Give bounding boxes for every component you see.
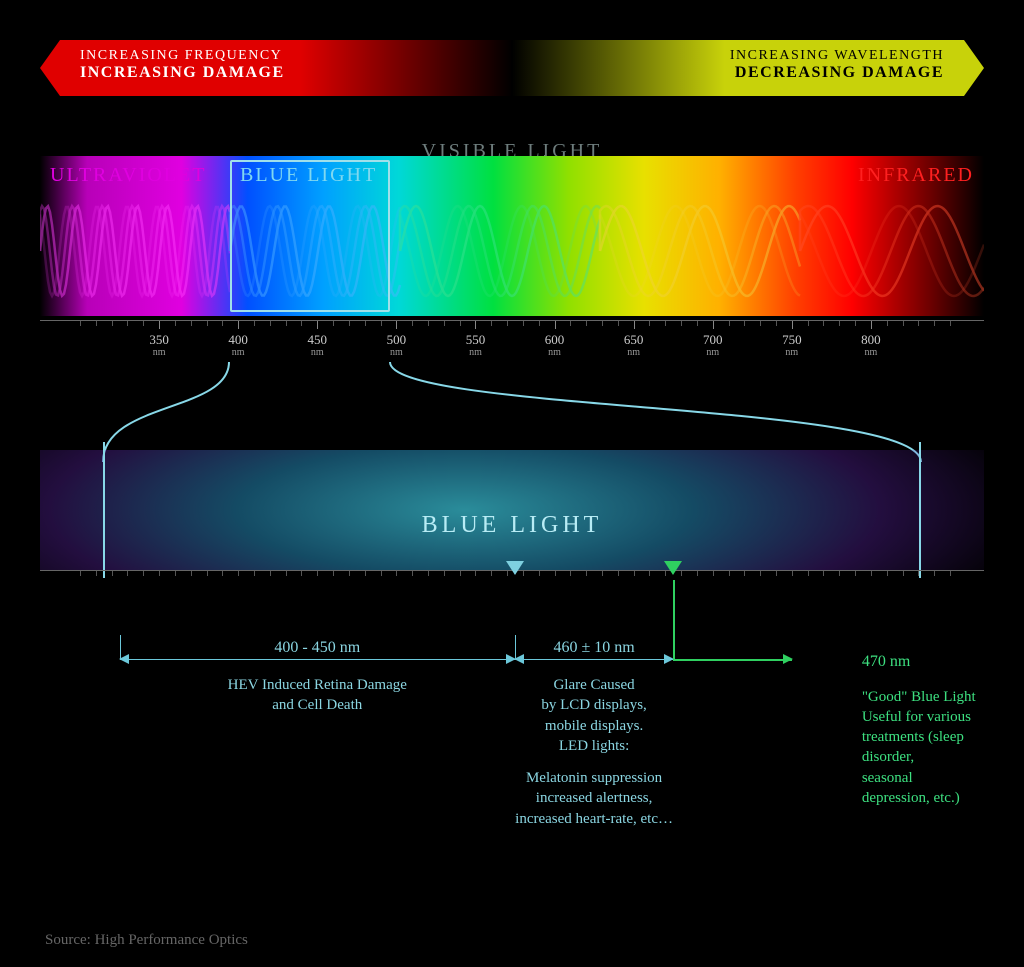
blue-light-highlight-box: [230, 160, 390, 312]
tick-500: 500nm: [387, 333, 407, 358]
good-blue-desc: 470 nm"Good" Blue LightUseful for variou…: [862, 651, 984, 808]
range2-desc: Glare Causedby LCD displays,mobile displ…: [515, 675, 673, 829]
tick-800: 800nm: [861, 333, 881, 358]
tick-450: 450nm: [308, 333, 328, 358]
range1-label: 400 - 450 nm: [274, 637, 360, 671]
source-attribution: Source: High Performance Optics: [45, 932, 248, 949]
wavelength-ruler-blue: [40, 570, 984, 625]
wave-overlay: [40, 156, 984, 316]
banner-right-line1: INCREASING WAVELENGTH: [532, 48, 944, 64]
banner-right-line2: DECREASING DAMAGE: [532, 64, 944, 82]
tick-400: 400nm: [228, 333, 248, 358]
zoom-connector: [40, 370, 984, 450]
marker-450: [506, 561, 524, 575]
banner-left-line1: INCREASING FREQUENCY: [80, 48, 492, 64]
tick-700: 700nm: [703, 333, 723, 358]
marker-470: [664, 561, 682, 575]
tick-750: 750nm: [782, 333, 802, 358]
blueband-left-line: [103, 442, 105, 578]
tick-600: 600nm: [545, 333, 565, 358]
banner-left-line2: INCREASING DAMAGE: [80, 64, 492, 82]
spectrum-band: ULTRAVIOLET BLUE LIGHT INFRARED: [40, 156, 984, 316]
tick-650: 650nm: [624, 333, 644, 358]
blue-light-band: BLUE LIGHT: [40, 450, 984, 570]
tick-350: 350nm: [149, 333, 169, 358]
tick-550: 550nm: [466, 333, 486, 358]
range2-label: 460 ± 10 nm: [553, 637, 634, 671]
banner-left: INCREASING FREQUENCY INCREASING DAMAGE: [40, 40, 512, 96]
annotation-area: 400 - 450 nm HEV Induced Retina Damageand…: [40, 635, 984, 855]
range1-desc: HEV Induced Retina Damageand Cell Death: [228, 675, 407, 716]
direction-banner: INCREASING FREQUENCY INCREASING DAMAGE I…: [40, 40, 984, 96]
banner-right: INCREASING WAVELENGTH DECREASING DAMAGE: [512, 40, 984, 96]
blueband-right-line: [919, 442, 921, 578]
blue-light-band-title: BLUE LIGHT: [40, 512, 984, 539]
